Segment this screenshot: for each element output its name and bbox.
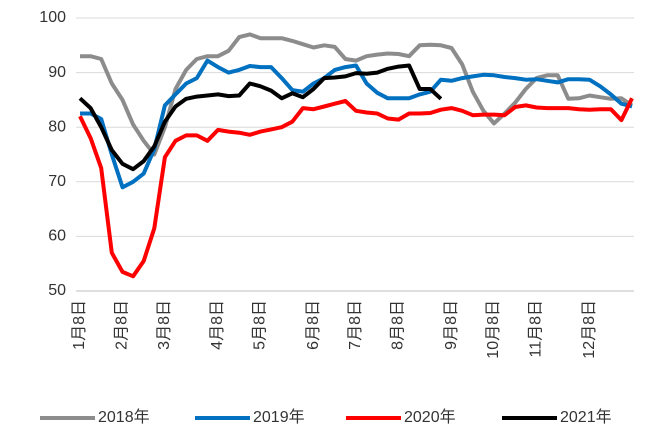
series-line bbox=[80, 32, 634, 157]
x-tick-label: 6月8日 bbox=[305, 300, 322, 350]
y-tick-label: 70 bbox=[48, 173, 66, 190]
y-tick-label: 90 bbox=[48, 64, 66, 81]
x-tick-label: 4月8日 bbox=[209, 300, 226, 350]
x-tick-label: 12月8日 bbox=[581, 300, 598, 359]
y-tick-label: 50 bbox=[48, 282, 66, 299]
x-tick-label: 2月8日 bbox=[114, 300, 131, 350]
x-tick-label: 5月8日 bbox=[252, 300, 269, 350]
legend-label: 2020年 bbox=[404, 408, 456, 426]
series-line bbox=[80, 58, 633, 190]
x-tick-label: 3月8日 bbox=[156, 300, 173, 350]
legend-label: 2021年 bbox=[560, 408, 612, 426]
legend-label: 2019年 bbox=[253, 408, 305, 426]
series-line bbox=[78, 97, 634, 279]
legend-label: 2018年 bbox=[98, 408, 150, 426]
series-line bbox=[78, 63, 443, 172]
x-tick-label: 1月8日 bbox=[71, 300, 88, 350]
y-tick-label: 100 bbox=[39, 9, 66, 26]
y-tick-label: 60 bbox=[48, 228, 66, 245]
x-tick-label: 10月8日 bbox=[485, 300, 502, 359]
x-tick-label: 7月8日 bbox=[347, 300, 364, 350]
x-tick-label: 8月8日 bbox=[390, 300, 407, 350]
y-tick-label: 80 bbox=[48, 118, 66, 135]
x-tick-label: 11月8日 bbox=[528, 300, 545, 358]
x-tick-label: 9月8日 bbox=[443, 300, 460, 350]
